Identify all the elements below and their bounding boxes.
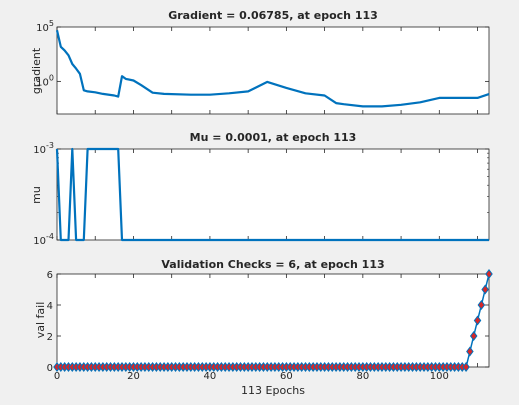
y-tick-label: 6 bbox=[47, 270, 53, 281]
validation-point bbox=[473, 315, 482, 326]
gradient-axes bbox=[56, 26, 490, 115]
validation-point bbox=[469, 330, 478, 342]
y-tick-label: 2 bbox=[47, 332, 53, 343]
y-tick-label: 100 bbox=[36, 73, 54, 88]
validation-title: Validation Checks = 6, at epoch 113 bbox=[161, 258, 384, 271]
gradient-ylabel: gradient bbox=[30, 47, 43, 94]
gradient-panel: Gradient = 0.06785, at epoch 113 gradien… bbox=[30, 9, 490, 115]
x-tick-label: 40 bbox=[204, 371, 217, 382]
y-tick-label: 10-3 bbox=[33, 141, 54, 156]
validation-point bbox=[466, 346, 474, 357]
validation-point bbox=[485, 268, 493, 280]
validation-xlabel: 113 Epochs bbox=[241, 384, 305, 397]
validation-point bbox=[481, 284, 489, 295]
validation-panel: Validation Checks = 6, at epoch 113 val … bbox=[34, 258, 493, 397]
gradient-plot-area: 100 105 bbox=[36, 19, 490, 114]
y-tick-label: 10-4 bbox=[33, 232, 54, 247]
validation-ylabel: val fail bbox=[34, 302, 47, 339]
validation-plot-area: 0 20 40 60 80 100 0 2 4 6 bbox=[47, 268, 493, 382]
mu-series-line bbox=[55, 147, 489, 242]
validation-point bbox=[477, 299, 486, 311]
x-tick-label: 80 bbox=[356, 371, 369, 382]
x-tick-label: 0 bbox=[54, 371, 60, 382]
mu-panel: Mu = 0.0001, at epoch 113 mu 10-4 10-3 bbox=[30, 131, 490, 247]
y-tick-label: 105 bbox=[36, 19, 54, 34]
validation-axes bbox=[56, 273, 490, 368]
mu-axes bbox=[56, 148, 490, 241]
gradient-title: Gradient = 0.06785, at epoch 113 bbox=[168, 9, 378, 22]
x-tick-label: 60 bbox=[280, 371, 293, 382]
mu-plot-area: 10-4 10-3 bbox=[33, 141, 489, 247]
y-tick-label: 0 bbox=[47, 363, 53, 374]
validation-point bbox=[462, 361, 470, 373]
mu-ylabel: mu bbox=[30, 186, 43, 204]
gradient-series-line bbox=[55, 30, 490, 108]
y-tick-label: 4 bbox=[47, 301, 53, 312]
mu-title: Mu = 0.0001, at epoch 113 bbox=[190, 131, 357, 144]
x-tick-label: 20 bbox=[127, 371, 140, 382]
x-tick-label: 100 bbox=[430, 371, 449, 382]
